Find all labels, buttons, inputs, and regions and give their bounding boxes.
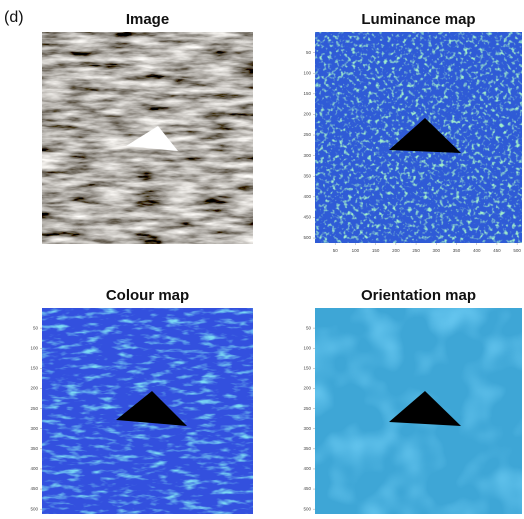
- y-tick-label: 250: [303, 406, 311, 411]
- x-tick-label: 450: [493, 248, 501, 253]
- y-tick-label: 500: [303, 235, 311, 240]
- y-tick-label: 300: [303, 426, 311, 431]
- x-tick-label: 400: [473, 248, 481, 253]
- y-tick-label: 350: [303, 446, 311, 451]
- y-tick-label: 400: [303, 466, 311, 471]
- x-tick-label: 150: [372, 248, 380, 253]
- x-tick-label: 500: [513, 248, 521, 253]
- y-tick-label: 100: [303, 70, 311, 75]
- y-tick-label: 400: [30, 466, 38, 471]
- y-tick-label: 250: [303, 132, 311, 137]
- panel-title: Image: [126, 11, 169, 28]
- panel-title: Colour map: [106, 287, 189, 304]
- y-tick-label: 200: [303, 112, 311, 117]
- y-tick-label: 50: [306, 325, 312, 330]
- figure: (d) Image Luminance map 50 100 150 200 250 300 3…: [0, 0, 524, 519]
- y-tick-label: 450: [30, 486, 38, 491]
- x-tick-label: 250: [412, 248, 420, 253]
- x-tick-label: 100: [352, 248, 360, 253]
- y-tick-label: 450: [303, 215, 311, 220]
- y-tick-label: 150: [303, 91, 311, 96]
- y-tick-label: 500: [303, 506, 311, 511]
- y-tick-label: 150: [303, 366, 311, 371]
- y-tick-label: 350: [30, 446, 38, 451]
- y-tick-label: 400: [303, 194, 311, 199]
- y-tick-label: 50: [33, 325, 39, 330]
- y-tick-label: 50: [306, 50, 312, 55]
- x-tick-label: 300: [433, 248, 441, 253]
- panel-title: Luminance map: [361, 11, 475, 28]
- x-tick-label: 50: [333, 248, 339, 253]
- panel-label: (d): [4, 9, 24, 26]
- panel-title: Orientation map: [361, 287, 476, 304]
- x-tick-label: 200: [392, 248, 400, 253]
- y-tick-label: 200: [303, 386, 311, 391]
- y-tick-label: 500: [30, 506, 38, 511]
- y-tick-label: 350: [303, 173, 311, 178]
- y-tick-label: 100: [30, 345, 38, 350]
- y-tick-label: 250: [30, 406, 38, 411]
- x-tick-label: 350: [453, 248, 461, 253]
- y-tick-label: 300: [30, 426, 38, 431]
- y-tick-label: 100: [303, 345, 311, 350]
- y-tick-label: 450: [303, 486, 311, 491]
- y-tick-label: 150: [30, 366, 38, 371]
- y-tick-label: 200: [30, 386, 38, 391]
- y-tick-label: 300: [303, 153, 311, 158]
